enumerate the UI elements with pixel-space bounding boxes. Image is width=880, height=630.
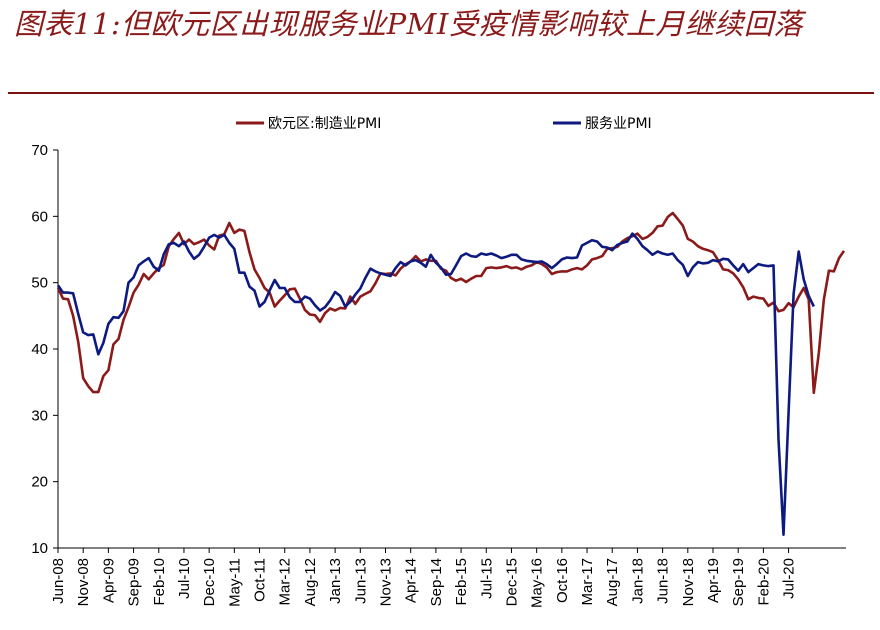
x-tick-label: Jun-13 [352, 558, 369, 604]
x-tick-label: Jan-13 [327, 558, 344, 604]
x-tick-label: Oct-11 [252, 558, 269, 602]
x-tick-label: Jan-18 [629, 558, 646, 604]
x-tick-label: Mar-12 [277, 558, 294, 606]
x-tick-label: Feb-15 [453, 558, 470, 606]
x-tick-label: May-11 [226, 558, 243, 607]
y-tick-label: 20 [31, 474, 48, 491]
x-tick-label: Oct-16 [554, 558, 571, 603]
x-tick-label: Jul-20 [781, 558, 798, 599]
x-tick-label: Apr-19 [705, 558, 722, 603]
x-tick-label: Nov-13 [378, 558, 395, 606]
y-tick-label: 30 [31, 407, 48, 424]
x-tick-group: Jun-08 Nov-08 Apr-09 Sep-09 Feb-10 Jul-10 Dec-… [50, 548, 798, 608]
x-tick-label: Aug-17 [604, 558, 621, 606]
x-tick-label: Mar-17 [579, 558, 596, 606]
legend-label-manufacturing: 欧元区:制造业PMI [268, 116, 381, 132]
x-tick-label: Jul-10 [176, 558, 193, 599]
y-tick-label: 10 [31, 540, 48, 557]
y-tick-label: 40 [31, 341, 48, 358]
x-tick-label: Sep-14 [428, 558, 445, 606]
x-tick-label: Dec-10 [201, 558, 218, 606]
series-line-services [56, 232, 815, 536]
x-tick-label: Sep-19 [730, 558, 747, 606]
x-tick-label: Jun-08 [50, 558, 67, 604]
x-tick-label: Dec-15 [503, 558, 520, 606]
y-tick-label: 70 [31, 142, 48, 159]
x-tick-label: May-16 [529, 558, 546, 608]
series-line-manufacturing [56, 211, 846, 395]
x-tick-label: Jun-18 [655, 558, 672, 604]
x-tick-label: Feb-10 [151, 558, 168, 606]
y-tick-group: 10 20 30 40 50 60 70 [31, 142, 58, 557]
x-tick-label: Apr-14 [403, 558, 420, 603]
legend: 欧元区:制造业PMI 服务业PMI [236, 116, 652, 132]
figure-title: 图表11:但欧元区出现服务业PMI受疫情影响较上月继续回落 [14, 7, 803, 41]
y-tick-label: 50 [31, 275, 48, 292]
x-tick-label: Aug-12 [302, 558, 319, 606]
x-tick-label: Nov-08 [75, 558, 92, 606]
x-tick-label: Nov-18 [680, 558, 697, 606]
x-tick-label: Jul-15 [478, 558, 495, 599]
title-divider [8, 92, 874, 94]
x-tick-label: Feb-20 [755, 558, 772, 606]
y-tick-label: 60 [31, 208, 48, 225]
legend-label-services: 服务业PMI [585, 116, 652, 132]
x-tick-label: Apr-09 [100, 558, 117, 603]
x-tick-label: Sep-09 [126, 558, 143, 606]
